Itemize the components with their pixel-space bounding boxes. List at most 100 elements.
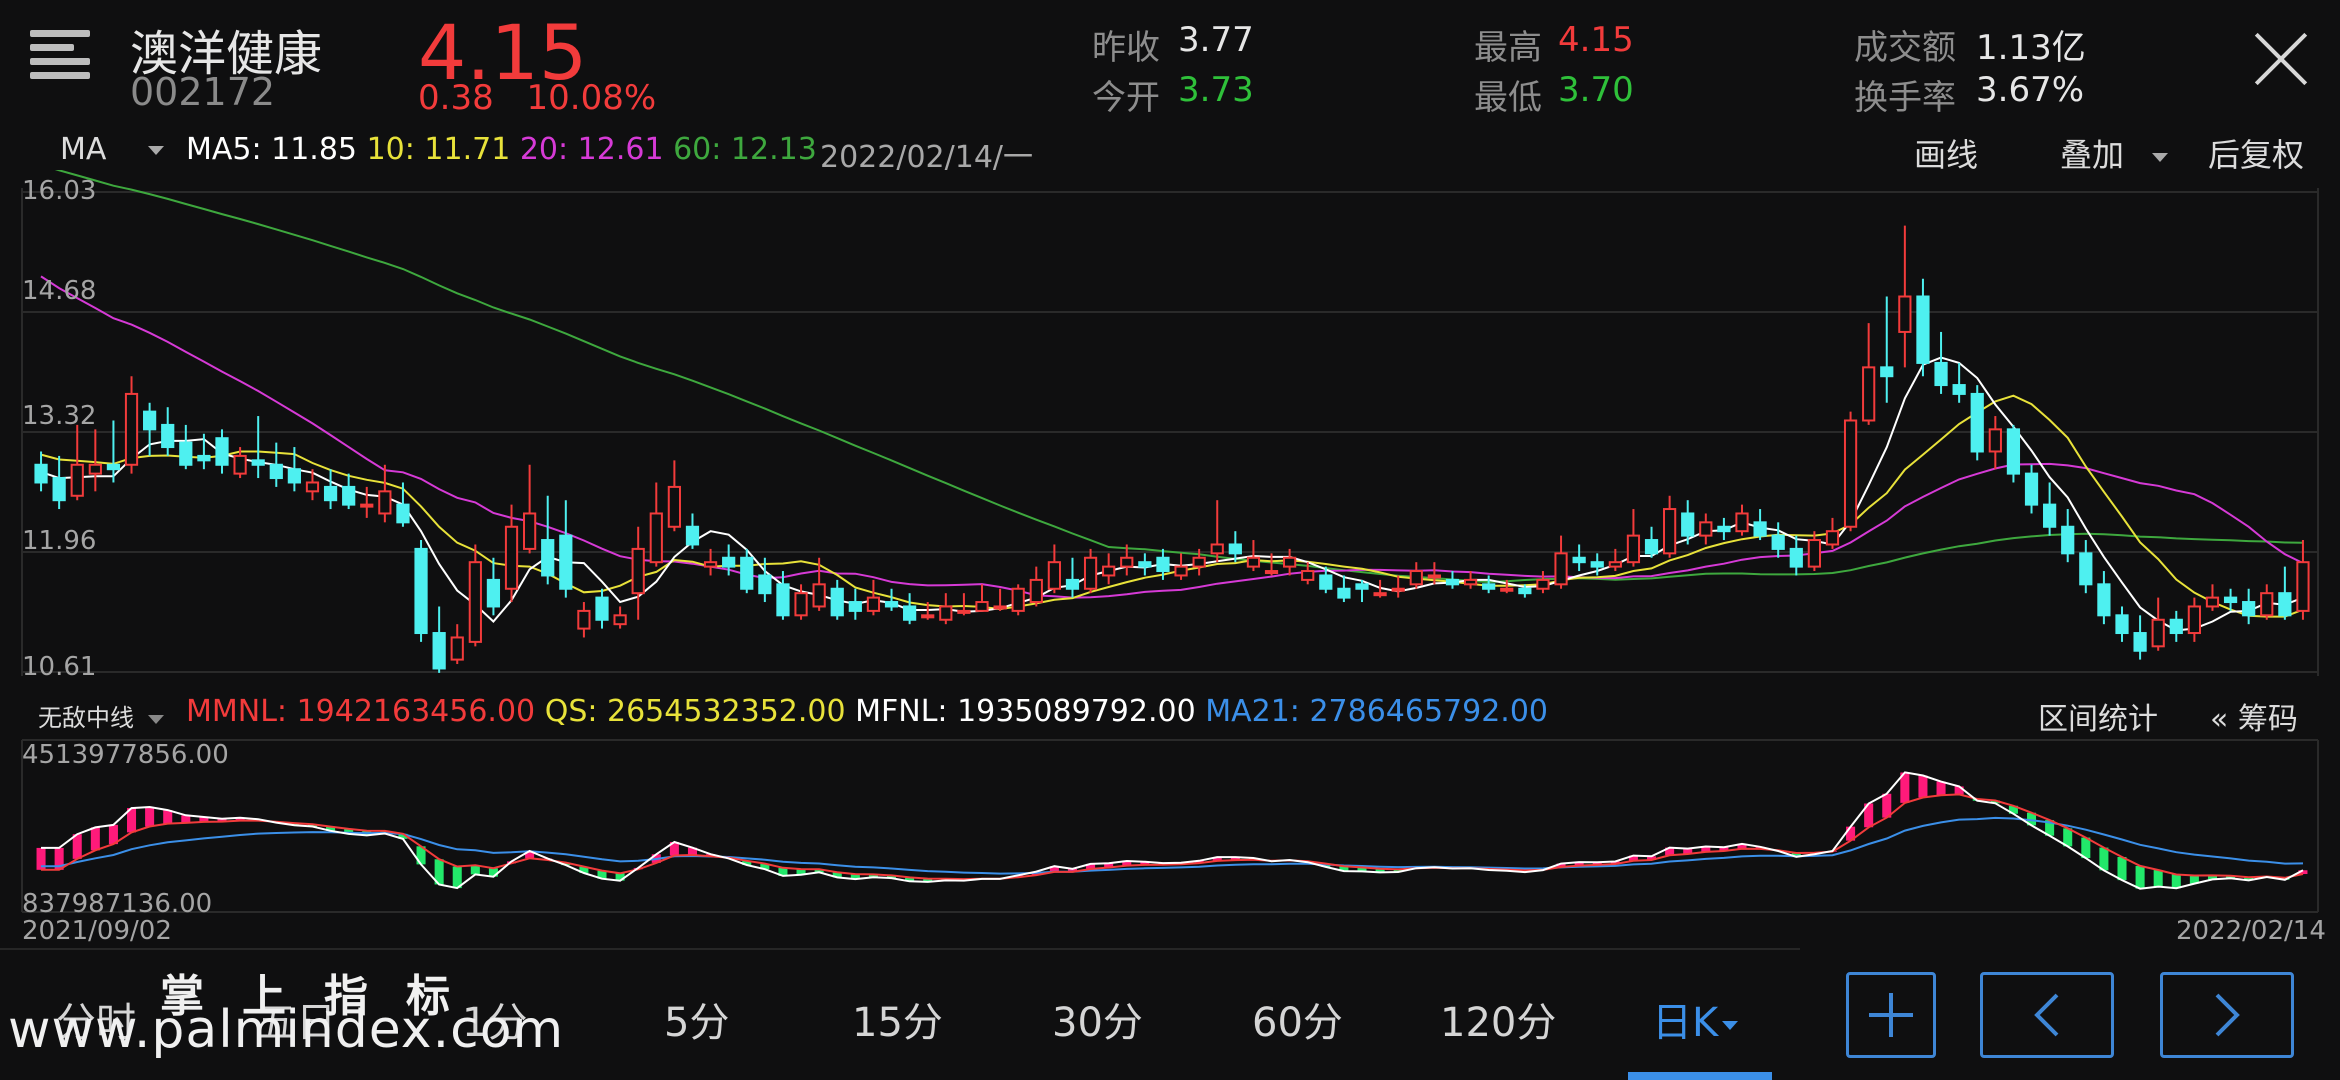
candle-up (1536, 578, 1550, 590)
mmnl-value: MMNL: 1942163456.00 (186, 694, 536, 729)
candle-up (378, 490, 392, 515)
candle-down (1156, 556, 1170, 573)
candle-down (2043, 503, 2057, 528)
sub-y-tick-top: 4513977856.00 (22, 740, 229, 770)
candle-up (1825, 530, 1840, 546)
candle-down (2097, 583, 2111, 617)
ma10-line (40, 394, 2304, 618)
candle-down (1590, 561, 1604, 568)
candle-up (1246, 556, 1261, 568)
adjust-button[interactable]: 后复权 (2208, 136, 2305, 174)
candle-up (70, 463, 84, 497)
candle-up (504, 525, 519, 590)
stock-name: 澳洋健康 (130, 26, 323, 82)
candle-up (1047, 561, 1061, 590)
candle-down (1355, 583, 1369, 590)
stat-prev-close-label: 昨收 (1092, 28, 1160, 68)
chips-button[interactable]: « 筹码 (2210, 702, 2298, 737)
candle-up (1373, 592, 1387, 597)
candle-down (758, 574, 772, 595)
tab-15min[interactable]: 15分 (852, 1000, 943, 1046)
zoom-in-button[interactable] (1846, 972, 1936, 1058)
candle-up (2296, 561, 2310, 612)
stat-high-label: 最高 (1474, 28, 1542, 68)
tab-1min[interactable]: 1分 (462, 1000, 528, 1046)
qs-value: QS: 2654532352.00 (544, 694, 846, 729)
candle-up (631, 547, 645, 595)
candle-down (486, 578, 501, 608)
chevron-right-icon (2215, 993, 2240, 1037)
tab-60min[interactable]: 60分 (1252, 1000, 1343, 1046)
candle-down (830, 587, 844, 617)
candle-up (1283, 556, 1297, 568)
candle-up (1626, 534, 1641, 564)
candle-up (1174, 565, 1188, 577)
change-percent: 10.08% (526, 78, 657, 118)
sub-y-tick-bottom: 837987136.00 (22, 889, 213, 919)
candle-up (305, 481, 320, 493)
menu-icon[interactable] (26, 26, 94, 88)
candle-down (740, 556, 754, 590)
sub-indicator-selector[interactable]: 无敌中线 (38, 698, 164, 733)
candle-down (1065, 578, 1080, 590)
stat-low-value: 3.70 (1558, 70, 1634, 110)
tab-120min[interactable]: 120分 (1440, 1000, 1557, 1046)
previous-button[interactable] (1980, 972, 2114, 1058)
stat-open-value: 3.73 (1178, 70, 1254, 110)
candle-up (939, 605, 953, 621)
candle-up (2205, 596, 2220, 608)
candle-down (1337, 587, 1351, 599)
candle-down (396, 503, 410, 524)
candle-down (2024, 472, 2039, 506)
candle-down (251, 459, 265, 466)
y-tick-bottom: 10.61 (22, 652, 97, 682)
candlestick-chart[interactable] (0, 170, 2340, 690)
candle-down (1934, 361, 1948, 387)
stat-turnover-amount-value: 1.13亿 (1976, 28, 2086, 68)
candle-up (1735, 512, 1749, 533)
next-button[interactable] (2160, 972, 2294, 1058)
candle-down (903, 605, 917, 621)
candle-down (722, 556, 736, 568)
candle-down (1789, 547, 1803, 568)
candle-down (34, 463, 48, 484)
tab-five-day[interactable]: 五日 (256, 1000, 336, 1046)
x-axis-start-date: 2021/09/02 (22, 916, 172, 946)
stat-high-value: 4.15 (1558, 20, 1634, 60)
candle-down (161, 423, 175, 449)
candle-down (848, 601, 862, 612)
tab-intraday[interactable]: 分时 (56, 1000, 136, 1046)
candle-up (975, 601, 989, 612)
candle-up (812, 583, 826, 608)
indicator-chart[interactable] (0, 730, 2340, 920)
stat-low-label: 最低 (1474, 78, 1542, 118)
candle-down (1445, 578, 1460, 586)
tab-30min[interactable]: 30分 (1052, 1000, 1143, 1046)
close-icon[interactable] (2252, 30, 2310, 88)
cursor-date: 2022/02/14/一 (820, 140, 1034, 175)
chevron-down-icon (2152, 152, 2169, 162)
candle-down (2242, 601, 2256, 617)
candle-up (124, 392, 139, 466)
overlay-label: 叠加 (2060, 136, 2125, 174)
tab-daily-k[interactable]: 日K (1652, 990, 1739, 1048)
candle-down (1644, 539, 1659, 555)
candle-down (269, 463, 283, 480)
candle-up (1843, 419, 1858, 528)
active-tab-indicator (1628, 1072, 1772, 1080)
candle-down (1138, 561, 1152, 568)
candle-up (667, 485, 681, 528)
candle-up (1988, 428, 2002, 453)
candle-up (450, 636, 464, 661)
overlay-button[interactable]: 叠加 (2060, 130, 2169, 176)
ma10-value: 10: 11.71 (366, 132, 511, 167)
candle-up (1500, 587, 1514, 592)
draw-line-button[interactable]: 画线 (1914, 136, 1979, 174)
tab-5min[interactable]: 5分 (664, 1000, 730, 1046)
mmnl-line (41, 793, 2304, 881)
chevron-left-icon (2034, 993, 2059, 1037)
candle-down (776, 583, 790, 617)
ma-selector[interactable]: MA (60, 132, 165, 167)
range-stats-button[interactable]: 区间统计 (2038, 702, 2158, 737)
candle-down (1319, 574, 1333, 590)
